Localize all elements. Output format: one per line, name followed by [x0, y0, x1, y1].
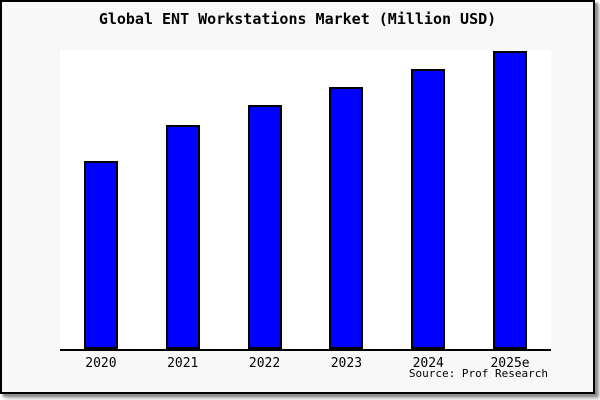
chart-card: Global ENT Workstations Market (Million …: [0, 0, 595, 394]
x-tick-label-2024: 2024: [412, 356, 444, 371]
plot-area: [60, 50, 551, 351]
bar-slot: [469, 50, 551, 349]
bar-slot: [60, 50, 142, 349]
bar-2022: [247, 105, 282, 349]
x-tick-label-2020: 2020: [85, 356, 117, 371]
bar-slot: [142, 50, 224, 349]
bar-slot: [224, 50, 306, 349]
bar-2023: [329, 87, 364, 349]
x-tick-label-2025e: 2025e: [490, 356, 530, 371]
x-tick-label-2023: 2023: [330, 356, 363, 371]
x-tick-label-2021: 2021: [167, 356, 199, 371]
bars-container: [60, 50, 551, 349]
bar-slot: [387, 50, 469, 349]
bar-2020: [83, 160, 118, 349]
bar-2021: [165, 125, 200, 349]
bar-2024: [411, 68, 446, 349]
x-tick-label-2022: 2022: [248, 356, 281, 371]
bar-2025e: [493, 50, 528, 349]
x-axis-labels: 2020 2021 2022 2023 2024 2025e: [60, 356, 551, 371]
bar-slot: [305, 50, 387, 349]
source-credit: Source: Prof Research: [408, 367, 548, 380]
chart-title: Global ENT Workstations Market (Million …: [98, 10, 497, 28]
